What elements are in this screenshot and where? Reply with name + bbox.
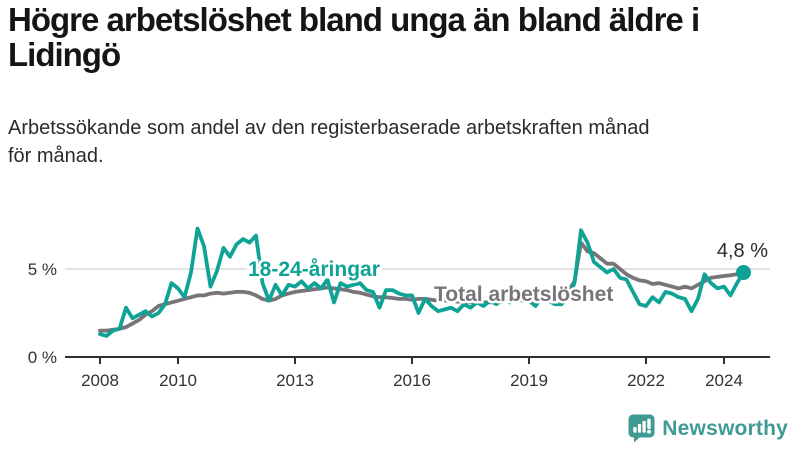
series-inline-label: 18-24-åringar [248, 258, 380, 281]
x-tick-label: 2010 [159, 371, 197, 390]
newsworthy-speech-bubble-icon [628, 414, 655, 443]
y-tick-label: 5 % [28, 260, 57, 279]
newsworthy-logo-link[interactable]: Newsworthy [628, 414, 788, 443]
exclamation-glyph [647, 418, 651, 429]
x-tick-label: 2024 [705, 371, 743, 390]
x-tick-label: 2022 [627, 371, 665, 390]
series-line [98, 240, 746, 333]
bar-chart-glyph [633, 427, 637, 433]
x-tick-label: 2016 [393, 371, 431, 390]
page-title: Högre arbetslöshet bland unga än bland ä… [8, 1, 700, 73]
x-tick-label: 2013 [276, 371, 314, 390]
newsworthy-wordmark: Newsworthy [662, 416, 788, 440]
y-tick-label: 0 % [28, 348, 57, 367]
x-tick-label: 2008 [81, 371, 119, 390]
latest-value-annotation: 4,8 % [717, 240, 768, 262]
page-subtitle: Arbetssökande som andel av den registerb… [8, 117, 650, 167]
series-line [98, 226, 746, 338]
latest-value-dot [736, 265, 751, 281]
unemployment-line-chart: 0 % 5 % 2008 2010 2013 2016 2019 2022 2024 18-24-… [28, 226, 770, 390]
x-tick-label: 2019 [510, 371, 548, 390]
series-inline-label: Total arbetslöshet [434, 283, 613, 306]
